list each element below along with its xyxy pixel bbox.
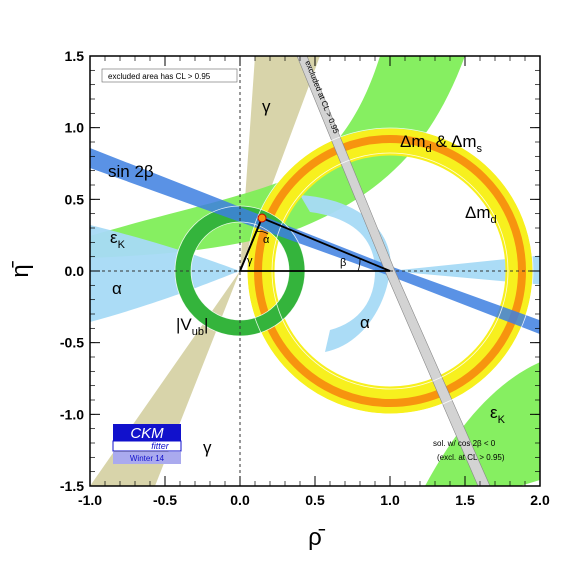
y-axis-label: η̄	[7, 260, 34, 277]
gamma-region	[90, 56, 320, 486]
label-vub: |Vub|	[176, 315, 208, 338]
label-dmd: Δmd	[465, 203, 497, 226]
x-tick-label: -0.5	[153, 492, 177, 508]
alpha-region-right	[300, 195, 391, 352]
y-tick-label: -1.5	[60, 478, 84, 494]
y-tick-label: 0.0	[65, 263, 85, 279]
cos2b-excl-annotation: (excl. at CL > 0.95)	[437, 453, 505, 462]
epsk-region	[90, 56, 465, 258]
logo-subtitle: fitter	[151, 441, 170, 451]
cos2b-annotation: sol. w/ cos 2β < 0	[433, 439, 496, 448]
logo-top	[113, 424, 181, 441]
y-axis: 1.5 1.0 0.5 0.0 -0.5 -1.0 -1.5	[60, 48, 540, 494]
label-dmd-dms: Δmd & Δms	[400, 132, 483, 155]
triangle-alpha-label: α	[263, 234, 270, 246]
epsk-region-lower	[425, 362, 540, 486]
x-tick-label: 0.5	[305, 492, 325, 508]
ckmfitter-logo: CKM fitter Winter 14	[112, 424, 182, 464]
label-gamma-bottom: γ	[203, 438, 212, 457]
x-axis-label: ρ̄	[308, 524, 326, 551]
x-tick-label: 2.0	[530, 492, 550, 508]
label-gamma-top: γ	[262, 97, 271, 116]
y-tick-label: 1.0	[65, 120, 85, 136]
label-alpha-left: α	[112, 279, 122, 298]
y-tick-label: -0.5	[60, 335, 84, 351]
unitarity-triangle: α β γ	[238, 213, 391, 272]
logo-bottom	[113, 452, 181, 464]
y-tick-label: -1.0	[60, 406, 84, 422]
x-tick-label: 0.0	[230, 492, 250, 508]
alpha-region-band	[390, 255, 540, 285]
label-epsk: εK	[110, 228, 126, 251]
cl-box	[101, 68, 238, 83]
x-tick-label: 1.0	[380, 492, 400, 508]
logo-title: CKM	[130, 425, 164, 442]
y-tick-label: 0.5	[65, 191, 85, 207]
label-epsk-lower: εK	[490, 403, 506, 426]
x-axis: -1.0 -0.5 0.0 0.5 1.0 1.5 2.0	[78, 56, 550, 508]
y-tick-label: 1.5	[65, 48, 85, 64]
triangle-beta-label: β	[340, 257, 346, 269]
cl-annotation: excluded area has CL > 0.95	[108, 72, 211, 81]
band-labels: γ Δmd & Δms Δmd sin 2β εK α |Vub| α εK γ	[108, 97, 506, 457]
logo-edition: Winter 14	[130, 454, 165, 463]
x-tick-label: 1.5	[455, 492, 475, 508]
triangle-gamma-label: γ	[247, 255, 253, 267]
label-alpha-right: α	[360, 313, 370, 332]
x-tick-label: -1.0	[78, 492, 102, 508]
logo-middle	[112, 440, 182, 452]
sin2b-region	[90, 148, 540, 335]
label-sin2b: sin 2β	[108, 162, 154, 181]
alpha-region	[90, 225, 240, 322]
